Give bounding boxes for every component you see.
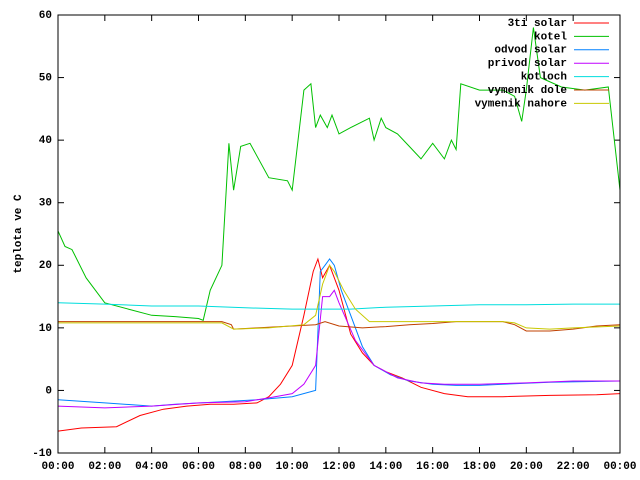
x-tick-label: 08:00: [229, 461, 262, 473]
series-line: [57, 27, 621, 321]
y-tick-label: 20: [39, 260, 52, 272]
legend-label: kotloch: [521, 72, 567, 84]
legend-label: vymenik nahore: [475, 98, 568, 110]
y-tick-label: -10: [32, 448, 52, 460]
legend-label: odvod solar: [494, 45, 567, 57]
y-tick-label: 40: [39, 135, 52, 147]
x-tick-label: 14:00: [369, 461, 402, 473]
y-tick-label: 50: [39, 72, 52, 84]
legend-label: vymenik dole: [488, 85, 568, 97]
legend-label: 3ti solar: [508, 18, 567, 30]
series-line: [57, 289, 620, 409]
x-tick-label: 00:00: [41, 461, 74, 473]
legend-label: privod solar: [488, 58, 567, 70]
series-line: [57, 257, 621, 432]
x-tick-label: 20:00: [510, 461, 543, 473]
y-axis-label: teplota ve C: [13, 194, 25, 274]
x-tick-label: 16:00: [416, 461, 449, 473]
x-tick-label: 10:00: [276, 461, 309, 473]
x-tick-label: 00:00: [603, 461, 636, 473]
x-tick-label: 18:00: [463, 461, 496, 473]
legend-label: kotel: [534, 31, 567, 43]
y-tick-label: 30: [39, 198, 52, 210]
series-line: [57, 302, 620, 310]
x-tick-label: 06:00: [182, 461, 215, 473]
y-tick-label: 0: [45, 385, 52, 397]
y-tick-label: 10: [39, 323, 52, 335]
series-line: [58, 321, 621, 332]
y-tick-label: 60: [39, 10, 52, 22]
x-tick-label: 04:00: [135, 461, 168, 473]
x-tick-label: 22:00: [557, 461, 590, 473]
x-tick-label: 02:00: [88, 461, 121, 473]
x-tick-label: 12:00: [322, 461, 355, 473]
plot-border: [57, 14, 621, 454]
series-line: [58, 264, 621, 330]
